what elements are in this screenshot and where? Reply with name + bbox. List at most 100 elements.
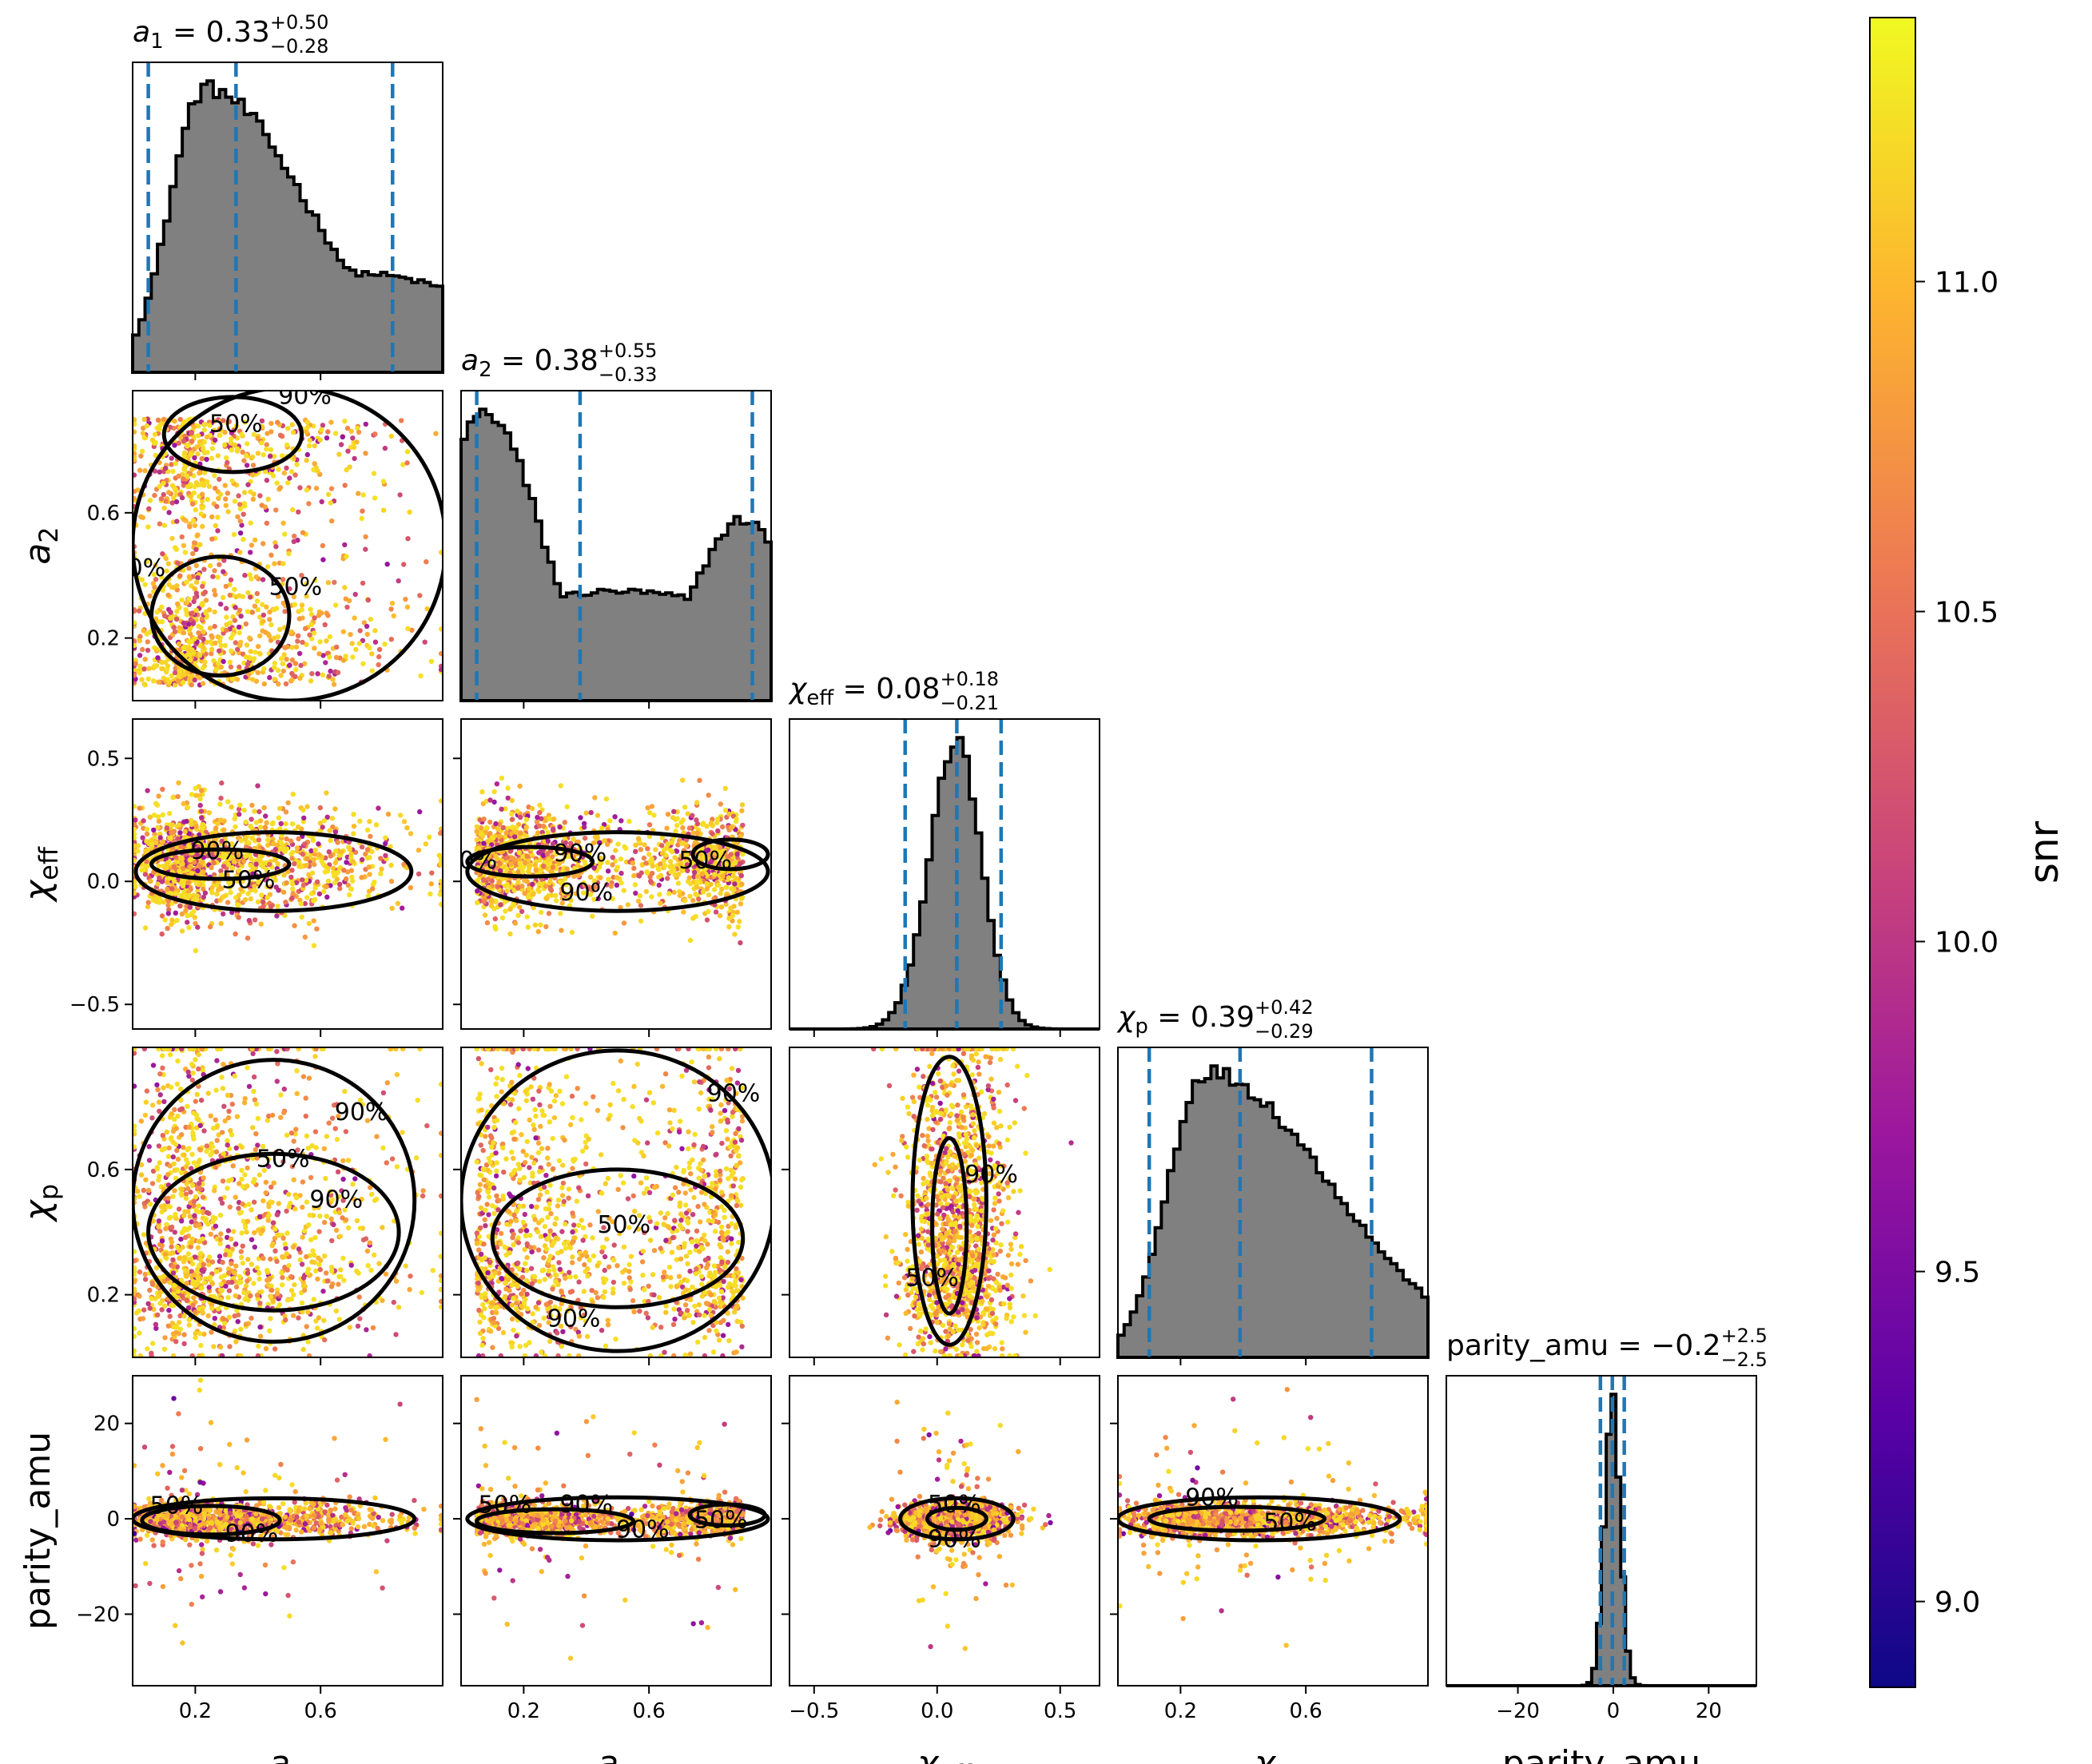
scatter-point — [329, 816, 336, 821]
scatter-point — [222, 1118, 228, 1124]
title-symbol: a — [133, 16, 150, 49]
scatter-point — [213, 437, 218, 443]
scatter-point — [187, 657, 193, 663]
scatter-point — [288, 838, 294, 844]
scatter-point — [271, 840, 276, 847]
scatter-point — [503, 830, 509, 836]
scatter-point — [292, 673, 298, 680]
scatter-point — [278, 840, 284, 846]
scatter-point — [225, 1138, 230, 1144]
title-value: = 0.08 — [833, 673, 940, 705]
scatter-point — [366, 864, 372, 870]
scatter-point — [285, 480, 291, 486]
scatter-point — [251, 431, 257, 438]
scatter-point — [237, 593, 242, 598]
scatter-point — [173, 1175, 179, 1182]
scatter-point — [694, 884, 700, 890]
scatter-point — [193, 607, 199, 613]
scatter-point — [164, 860, 170, 867]
scatter-point — [231, 859, 237, 864]
scatter-point — [548, 868, 554, 875]
scatter-point — [313, 1268, 319, 1274]
scatter-point — [613, 848, 618, 853]
scatter-point — [275, 634, 281, 640]
scatter-point — [185, 805, 191, 810]
scatter-point — [200, 681, 206, 686]
scatter-point — [352, 1176, 358, 1182]
scatter-point — [291, 1177, 296, 1182]
scatter-point — [550, 840, 556, 847]
scatter-point — [152, 663, 157, 669]
scatter-point — [261, 612, 267, 618]
scatter-point — [332, 579, 337, 586]
scatter-point — [370, 886, 376, 892]
scatter-point — [176, 473, 181, 479]
scatter-point — [325, 613, 331, 618]
scatter-point — [189, 817, 194, 824]
scatter-point — [630, 860, 636, 866]
scatter-point — [261, 665, 267, 672]
scatter-point — [739, 808, 745, 813]
scatter-point — [284, 880, 289, 886]
scatter-point — [300, 530, 306, 535]
scatter-point — [168, 1214, 173, 1220]
scatter-point — [476, 845, 482, 851]
scatter-point — [729, 824, 734, 831]
scatter-point — [520, 854, 526, 860]
scatter-point — [687, 893, 693, 900]
scatter-point — [401, 861, 407, 868]
scatter-point — [245, 1218, 251, 1224]
scatter-point — [164, 666, 170, 672]
scatter-point — [137, 653, 143, 658]
scatter-point — [212, 1188, 217, 1194]
scatter-point — [171, 495, 177, 501]
scatter-point — [133, 451, 137, 456]
scatter-point — [311, 856, 316, 863]
scatter-point — [177, 903, 183, 909]
scatter-point — [236, 1206, 241, 1211]
scatter-point — [251, 1074, 257, 1080]
scatter-point — [287, 475, 292, 481]
scatter-point — [384, 562, 390, 567]
scatter-point — [582, 836, 588, 841]
scatter-point — [184, 612, 189, 618]
scatter-point — [248, 896, 253, 902]
contour-label: 90% — [278, 382, 332, 410]
scatter-point — [218, 868, 224, 874]
scatter-point — [382, 445, 388, 451]
scatter-point — [596, 864, 603, 870]
scatter-point — [380, 1225, 385, 1230]
scatter-point — [232, 1073, 237, 1079]
scatter-point — [685, 811, 690, 816]
scatter-point — [193, 1099, 198, 1104]
scatter-point — [369, 651, 375, 657]
scatter-point — [483, 798, 489, 805]
scatter-point — [212, 623, 217, 630]
scatter-point — [188, 857, 193, 863]
scatter-point — [133, 835, 137, 840]
scatter-point — [352, 591, 358, 598]
scatter-point — [364, 855, 371, 861]
scatter-point — [283, 900, 288, 905]
scatter-point — [261, 618, 266, 624]
scatter-point — [647, 874, 653, 880]
scatter-point — [238, 886, 244, 892]
scatter-point — [292, 602, 298, 607]
scatter-point — [188, 1190, 193, 1195]
scatter-point — [276, 467, 281, 472]
scatter-point — [233, 931, 238, 937]
scatter-point — [522, 891, 527, 896]
hist-bars-chi_p — [1116, 1064, 1430, 1359]
scatter-point — [424, 606, 430, 612]
title-subscript: 1 — [150, 30, 164, 54]
scatter-point — [168, 615, 173, 621]
scatter-point — [264, 895, 270, 900]
scatter-point — [263, 630, 268, 635]
scatter-point — [659, 835, 665, 840]
scatter-point — [280, 561, 286, 566]
scatter-point — [190, 518, 197, 523]
scatter-point — [221, 558, 227, 563]
scatter-point — [678, 861, 683, 867]
scatter-point — [234, 902, 241, 908]
scatter-point — [529, 805, 535, 812]
